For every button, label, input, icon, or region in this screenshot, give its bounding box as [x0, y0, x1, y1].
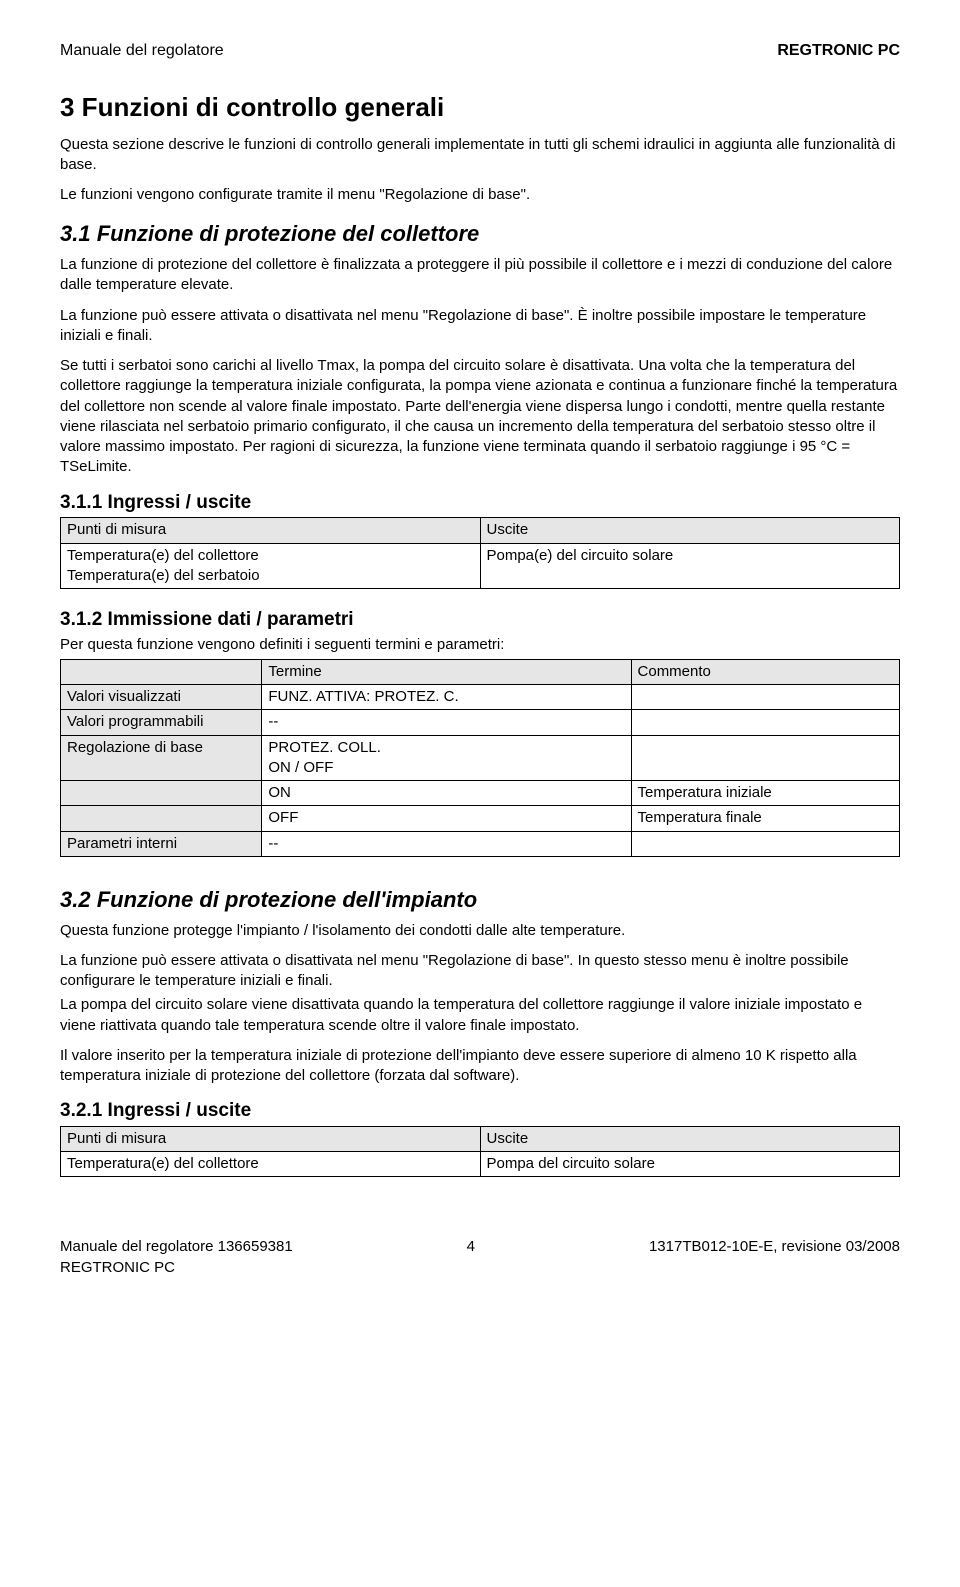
- s32-paragraph-2: La funzione può essere attivata o disatt…: [60, 951, 900, 992]
- s31-paragraph-1: La funzione di protezione del collettore…: [60, 255, 900, 296]
- s31-paragraph-3: Se tutti i serbatoi sono carichi al live…: [60, 356, 900, 478]
- s31-paragraph-2: La funzione può essere attivata o disatt…: [60, 306, 900, 347]
- table-321: Punti di misura Uscite Temperatura(e) de…: [60, 1126, 900, 1178]
- t312-r0-b: FUNZ. ATTIVA: PROTEZ. C.: [262, 685, 631, 710]
- section-3-1-2-title: 3.1.2 Immissione dati / parametri: [60, 607, 900, 633]
- section-3-1-title: 3.1 Funzione di protezione del collettor…: [60, 219, 900, 249]
- table-312: Termine Commento Valori visualizzati FUN…: [60, 659, 900, 857]
- t312-r5-b: --: [262, 831, 631, 856]
- t321-r1-left: Temperatura(e) del collettore: [61, 1152, 481, 1177]
- header-right: REGTRONIC PC: [777, 40, 900, 62]
- t312-r1-b: --: [262, 710, 631, 735]
- t312-r2-c: [631, 735, 899, 781]
- header-left: Manuale del regolatore: [60, 40, 224, 62]
- t312-r0-c: [631, 685, 899, 710]
- table-row: OFF Temperatura finale: [61, 806, 900, 831]
- t311-r1-left: Temperatura(e) del collettoreTemperatura…: [61, 543, 481, 589]
- t312-r3-b: ON: [262, 781, 631, 806]
- page-footer: Manuale del regolatore 136659381REGTRONI…: [60, 1237, 900, 1278]
- t312-r5-c: [631, 831, 899, 856]
- section-3-title: 3 Funzioni di controllo generali: [60, 90, 900, 125]
- footer-page-number: 4: [467, 1237, 475, 1278]
- s32-paragraph-3: La pompa del circuito solare viene disat…: [60, 995, 900, 1036]
- s312-lead: Per questa funzione vengono definiti i s…: [60, 635, 900, 655]
- section-3-1-1-title: 3.1.1 Ingressi / uscite: [60, 490, 900, 516]
- intro-paragraph-2: Le funzioni vengono configurate tramite …: [60, 185, 900, 205]
- t312-r4-b: OFF: [262, 806, 631, 831]
- table-row: Parametri interni --: [61, 831, 900, 856]
- t312-h-blank: [61, 659, 262, 684]
- table-row: ON Temperatura iniziale: [61, 781, 900, 806]
- t312-r2-a: Regolazione di base: [61, 735, 262, 781]
- table-row: Regolazione di base PROTEZ. COLL.ON / OF…: [61, 735, 900, 781]
- t311-header-right: Uscite: [480, 518, 900, 543]
- footer-left: Manuale del regolatore 136659381REGTRONI…: [60, 1237, 293, 1278]
- table-row: Valori programmabili --: [61, 710, 900, 735]
- t312-r1-a: Valori programmabili: [61, 710, 262, 735]
- t312-r3-a: [61, 781, 262, 806]
- t312-h-term: Termine: [262, 659, 631, 684]
- t321-r1-right: Pompa del circuito solare: [480, 1152, 900, 1177]
- s32-paragraph-4: Il valore inserito per la temperatura in…: [60, 1046, 900, 1087]
- t312-h-comment: Commento: [631, 659, 899, 684]
- t312-r5-a: Parametri interni: [61, 831, 262, 856]
- t321-header-left: Punti di misura: [61, 1126, 481, 1151]
- section-3-2-title: 3.2 Funzione di protezione dell'impianto: [60, 885, 900, 915]
- t312-r4-c: Temperatura finale: [631, 806, 899, 831]
- t312-r4-a: [61, 806, 262, 831]
- section-3-2-1-title: 3.2.1 Ingressi / uscite: [60, 1098, 900, 1124]
- t311-r1-right: Pompa(e) del circuito solare: [480, 543, 900, 589]
- s32-paragraph-1: Questa funzione protegge l'impianto / l'…: [60, 921, 900, 941]
- footer-right: 1317TB012-10E-E, revisione 03/2008: [649, 1237, 900, 1278]
- t312-r2-b: PROTEZ. COLL.ON / OFF: [262, 735, 631, 781]
- page-header: Manuale del regolatore REGTRONIC PC: [60, 40, 900, 62]
- t321-header-right: Uscite: [480, 1126, 900, 1151]
- table-row: Valori visualizzati FUNZ. ATTIVA: PROTEZ…: [61, 685, 900, 710]
- table-311: Punti di misura Uscite Temperatura(e) de…: [60, 517, 900, 589]
- t312-r0-a: Valori visualizzati: [61, 685, 262, 710]
- t312-r1-c: [631, 710, 899, 735]
- t311-header-left: Punti di misura: [61, 518, 481, 543]
- t312-r3-c: Temperatura iniziale: [631, 781, 899, 806]
- intro-paragraph-1: Questa sezione descrive le funzioni di c…: [60, 135, 900, 176]
